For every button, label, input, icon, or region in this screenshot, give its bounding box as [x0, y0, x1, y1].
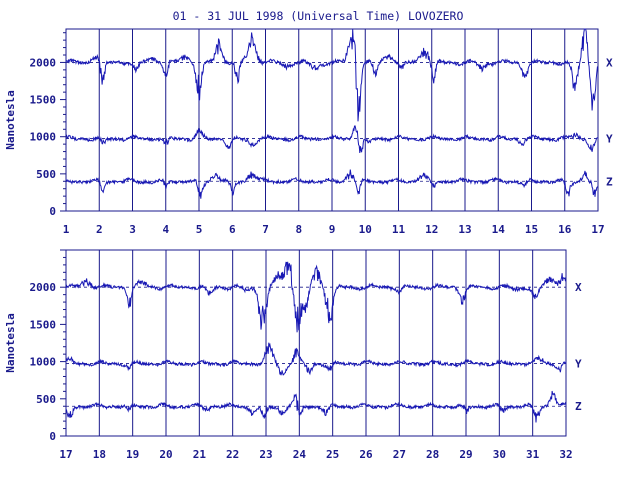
x-tick-label: 19 [126, 448, 139, 461]
trace-x [65, 261, 567, 333]
x-tick-label: 17 [591, 223, 604, 236]
x-tick-label: 31 [526, 448, 540, 461]
y-tick-label: 500 [36, 393, 56, 406]
trace-x [65, 28, 599, 122]
series-label-x: X [606, 56, 613, 69]
x-tick-label: 9 [329, 223, 336, 236]
x-tick-label: 23 [259, 448, 272, 461]
y-tick-label: 2000 [30, 281, 57, 294]
plot-frame [65, 249, 567, 437]
x-tick-label: 14 [492, 223, 506, 236]
y-tick-label: 1000 [30, 356, 57, 369]
y-tick-label: 2000 [30, 56, 57, 69]
series-label-y: Y [606, 133, 613, 146]
x-tick-label: 1 [63, 223, 70, 236]
x-tick-label: 4 [162, 223, 169, 236]
x-tick-label: 13 [458, 223, 471, 236]
trace-z [65, 390, 567, 423]
x-tick-label: 12 [425, 223, 438, 236]
chart-title: 01 - 31 JUL 1998 (Universal Time) LOVOZE… [173, 9, 464, 23]
trace-y [65, 342, 567, 376]
x-tick-label: 3 [129, 223, 136, 236]
y-tick-label: 500 [36, 168, 56, 181]
x-tick-label: 11 [392, 223, 406, 236]
series-label-x: X [575, 281, 582, 294]
x-tick-label: 2 [96, 223, 103, 236]
x-tick-label: 29 [459, 448, 472, 461]
x-tick-label: 32 [559, 448, 572, 461]
x-tick-label: 30 [493, 448, 506, 461]
series-label-z: Z [575, 400, 582, 413]
x-tick-label: 7 [262, 223, 269, 236]
x-tick-label: 10 [359, 223, 372, 236]
x-tick-label: 17 [59, 448, 72, 461]
x-tick-label: 16 [558, 223, 572, 236]
y-tick-label: 1000 [30, 131, 57, 144]
x-tick-label: 6 [229, 223, 236, 236]
y-tick-label: 1500 [30, 94, 57, 107]
series-label-y: Y [575, 357, 582, 370]
x-tick-label: 22 [226, 448, 239, 461]
x-tick-label: 5 [196, 223, 203, 236]
x-tick-label: 24 [293, 448, 307, 461]
y-tick-label: 0 [49, 205, 56, 218]
x-tick-label: 26 [359, 448, 373, 461]
x-tick-label: 18 [93, 448, 106, 461]
top-panel: 1 2 3 4 5 6 7 8 9 10 11 12 13 14 15 16 17050010001500200… [4, 28, 613, 236]
series-label-z: Z [606, 175, 613, 188]
x-tick-label: 8 [295, 223, 302, 236]
trace-z [65, 169, 598, 199]
bottom-panel: 17 18 19 20 21 22 23 24 25 26 27 28 29 30 31 32 0 500 1000… [4, 249, 582, 461]
x-tick-label: 25 [326, 448, 339, 461]
x-tick-label: 27 [393, 448, 406, 461]
trace-y [65, 125, 599, 154]
x-tick-label: 15 [525, 223, 538, 236]
y-axis-label: Nanotesla [4, 313, 17, 373]
x-tick-label: 21 [193, 448, 207, 461]
x-tick-label: 28 [426, 448, 439, 461]
y-tick-label: 1500 [30, 318, 57, 331]
y-tick-label: 0 [49, 430, 56, 443]
y-axis-label: Nanotesla [4, 90, 17, 150]
x-tick-label: 20 [159, 448, 172, 461]
